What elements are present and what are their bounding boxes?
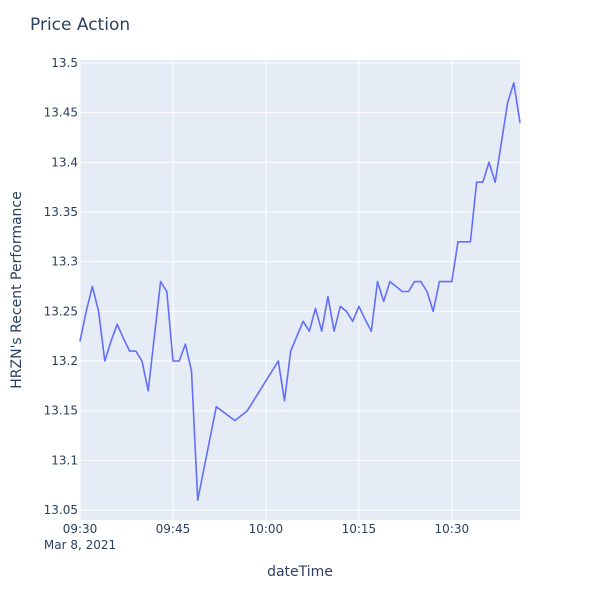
data-point [345,310,348,312]
data-point [401,290,403,293]
data-point [302,320,304,322]
x-tick-date-label: Mar 8, 2021 [44,538,116,552]
series-layer [79,82,521,501]
x-tick-label: 09:45 [156,522,191,536]
data-point [277,360,279,362]
gridlines [79,60,520,520]
y-tick-label: 13.3 [51,255,78,269]
data-point [476,181,478,183]
data-point [91,285,93,288]
data-point [519,121,521,124]
y-tick-label: 13.45 [44,106,78,120]
data-point [513,82,515,84]
data-point [116,323,118,325]
data-point [507,102,509,104]
data-point [358,305,360,307]
data-point [494,181,496,183]
data-point [407,290,410,293]
x-axis-ticks: 09:30 09:45 10:00 10:15 10:30 [63,522,469,536]
data-point [370,330,372,332]
data-point [469,241,472,243]
x-tick-label: 10:30 [435,522,470,536]
data-point [122,337,124,339]
data-point [432,310,434,312]
y-tick-label: 13.5 [51,56,78,70]
data-point [290,350,292,352]
x-axis-title: dateTime [267,564,333,580]
data-point [327,295,329,298]
data-point [451,280,453,283]
data-point [395,285,397,288]
data-point [85,310,87,312]
data-point [314,307,317,309]
y-tick-label: 13.35 [44,205,78,219]
x-tick-label: 10:00 [249,522,284,536]
data-point [159,280,162,283]
data-point [97,310,100,312]
data-point [482,181,484,183]
y-tick-label: 13.1 [51,453,78,467]
data-point [215,406,217,408]
data-point [445,280,447,283]
data-point [488,161,490,163]
data-point [141,360,143,362]
data-point [147,390,149,392]
data-point [172,360,174,362]
data-point [414,280,416,283]
data-point [308,330,310,332]
data-point [321,330,323,332]
data-point [333,330,335,332]
data-point [364,318,366,320]
data-point [389,280,391,283]
data-point [190,370,193,372]
data-point [234,420,236,422]
y-tick-label: 13.25 [44,304,78,318]
x-tick-label: 10:15 [342,522,377,536]
data-point [457,241,459,243]
data-point [426,290,428,293]
data-point [376,280,379,283]
data-point [352,320,354,322]
data-point [104,360,106,362]
data-point [339,305,341,307]
data-point [184,343,186,345]
data-point [500,141,503,144]
data-point [463,241,465,243]
data-point [110,340,112,342]
y-tick-label: 13.05 [44,503,78,517]
data-point [383,300,385,303]
y-tick-label: 13.2 [51,354,78,368]
data-point [79,340,81,342]
y-tick-label: 13.15 [44,404,78,418]
data-point [246,410,248,412]
data-point [128,350,131,352]
y-axis-ticks: 13.05 13.1 13.15 13.2 13.25 13.3 13.35 13.4 13.4… [44,56,78,517]
data-point [178,360,180,362]
data-point [197,499,199,501]
data-point [296,335,298,337]
y-axis-title: HRZN's Recent Performance [9,191,25,388]
chart-title: Price Action [30,15,130,35]
plot-area [80,60,520,520]
data-point [166,290,168,293]
data-point [153,335,155,337]
data-point [438,280,441,283]
y-tick-label: 13.4 [51,155,78,169]
data-point [283,400,286,402]
data-point [420,280,422,283]
x-tick-label: 09:30 [63,522,98,536]
data-point [135,350,137,352]
